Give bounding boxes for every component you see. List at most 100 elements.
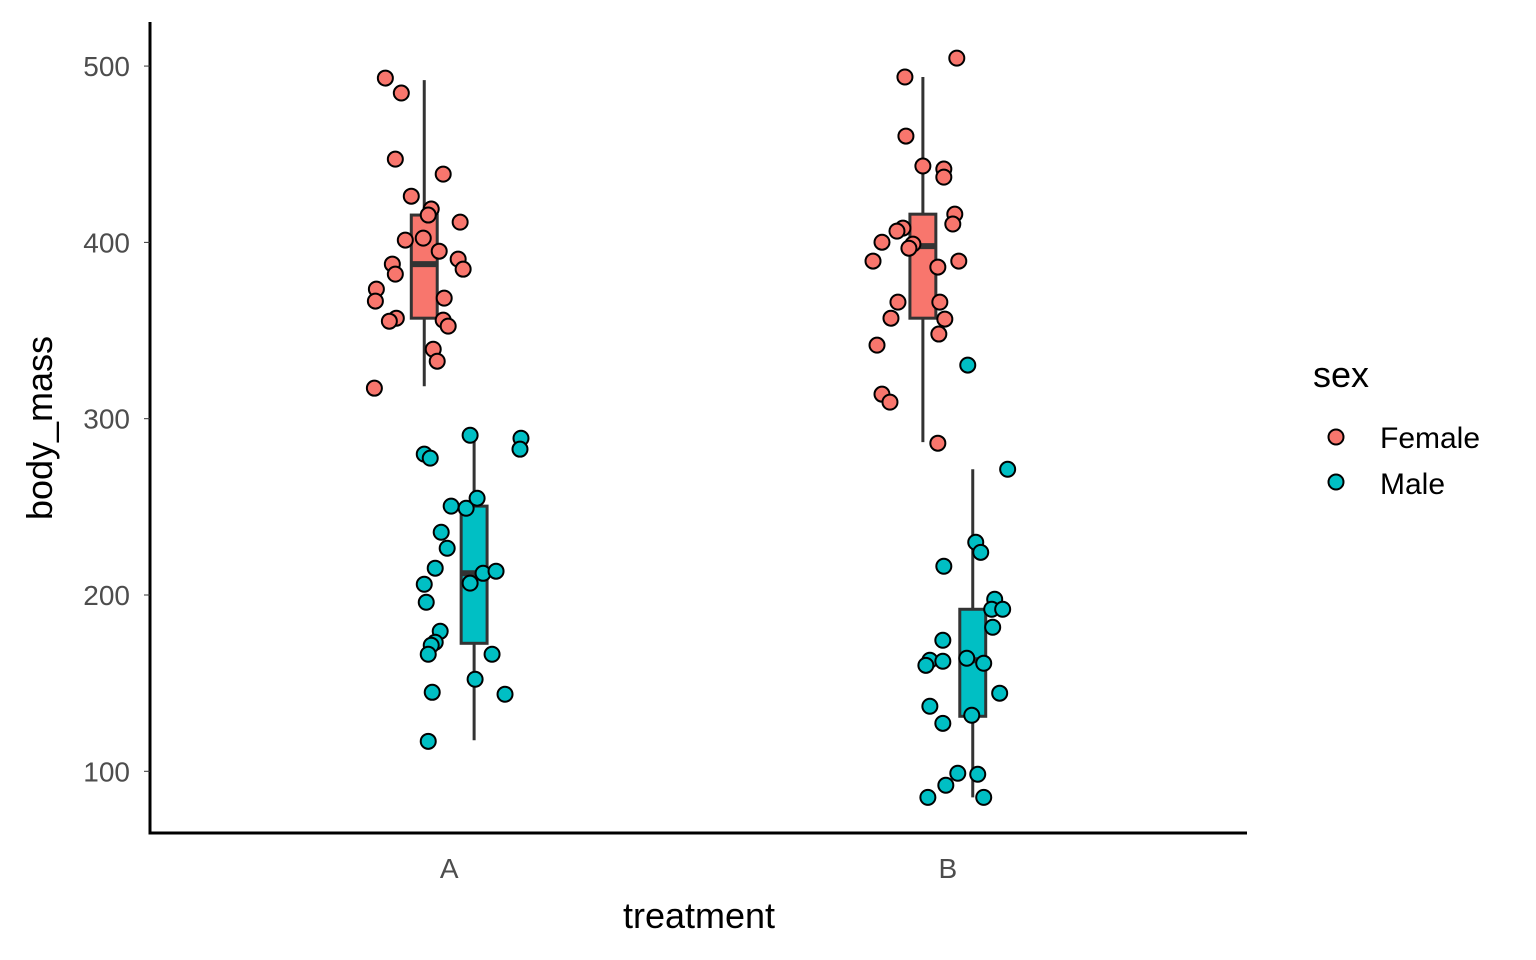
data-point: [994, 600, 1012, 618]
data-point: [958, 649, 976, 667]
data-point: [944, 215, 962, 233]
data-point: [999, 460, 1017, 478]
x-tick-label: B: [938, 853, 957, 884]
data-point: [864, 252, 882, 270]
data-point: [931, 293, 949, 311]
data-point: [929, 258, 947, 276]
data-point: [930, 325, 948, 343]
x-axis-title: treatment: [623, 895, 775, 936]
data-point: [435, 289, 453, 307]
y-tick-label: 200: [83, 580, 130, 611]
data-point: [380, 312, 398, 330]
data-point: [428, 352, 446, 370]
data-point: [468, 489, 486, 507]
data-point: [466, 670, 484, 688]
points-female: [864, 49, 968, 452]
data-point: [882, 309, 900, 327]
data-point: [417, 593, 435, 611]
data-point: [419, 206, 437, 224]
data-point: [366, 292, 384, 310]
box-B-female: [908, 77, 938, 443]
data-point: [936, 310, 954, 328]
data-point: [917, 656, 935, 674]
data-point: [929, 434, 947, 452]
data-point: [950, 252, 968, 270]
data-point: [419, 645, 437, 663]
data-point: [386, 265, 404, 283]
data-point: [365, 379, 383, 397]
data-point: [984, 618, 1002, 636]
data-point: [434, 165, 452, 183]
legend-key-female: [1327, 428, 1345, 446]
data-point: [919, 788, 937, 806]
plot-marks: [365, 49, 1017, 806]
data-point: [935, 168, 953, 186]
data-point: [881, 393, 899, 411]
data-point: [934, 631, 952, 649]
y-tick-label: 500: [83, 51, 130, 82]
data-point: [442, 497, 460, 515]
data-point: [963, 706, 981, 724]
data-point: [969, 765, 987, 783]
data-point: [457, 499, 475, 517]
data-point: [888, 222, 906, 240]
data-point: [415, 575, 433, 593]
y-ticks: 100 200 300 400 500: [83, 51, 150, 787]
data-point: [949, 764, 967, 782]
points-male: [917, 356, 1017, 806]
data-point: [496, 685, 514, 703]
data-point: [889, 293, 907, 311]
data-point: [896, 68, 914, 86]
data-point: [868, 336, 886, 354]
data-point: [975, 788, 993, 806]
data-point: [421, 449, 439, 467]
data-point: [396, 231, 414, 249]
legend-title: sex: [1313, 354, 1369, 395]
data-point: [386, 150, 404, 168]
legend-label-male: Male: [1380, 468, 1445, 501]
data-point: [921, 697, 939, 715]
legend-key-male: [1327, 473, 1345, 491]
data-point: [975, 654, 993, 672]
data-point: [392, 84, 410, 102]
data-point: [376, 69, 394, 87]
box-B-male: [958, 469, 988, 798]
y-tick-label: 300: [83, 404, 130, 435]
data-point: [483, 645, 501, 663]
x-tick-label: A: [440, 853, 459, 884]
data-point: [897, 127, 915, 145]
y-axis-title: body_mass: [19, 336, 60, 520]
points-female: [365, 69, 472, 397]
data-point: [454, 260, 472, 278]
data-point: [935, 557, 953, 575]
legend-label-female: Female: [1380, 422, 1480, 455]
data-point: [959, 356, 977, 374]
data-point: [937, 776, 955, 794]
data-point: [487, 562, 505, 580]
data-point: [451, 213, 469, 231]
data-point: [972, 543, 990, 561]
data-point: [900, 239, 918, 257]
data-point: [419, 732, 437, 750]
data-point: [934, 714, 952, 732]
data-point: [439, 317, 457, 335]
data-point: [423, 683, 441, 701]
data-point: [948, 49, 966, 67]
y-tick-label: 400: [83, 227, 130, 258]
data-point: [402, 187, 420, 205]
data-point: [432, 523, 450, 541]
legend: sex Female Male: [1313, 354, 1480, 501]
data-point: [873, 233, 891, 251]
data-point: [414, 229, 432, 247]
data-point: [511, 440, 529, 458]
data-point: [934, 652, 952, 670]
data-point: [461, 574, 479, 592]
data-point: [914, 157, 932, 175]
data-point: [430, 242, 448, 260]
y-tick-label: 100: [83, 756, 130, 787]
data-point: [426, 559, 444, 577]
points-male: [415, 426, 530, 750]
data-point: [461, 426, 479, 444]
